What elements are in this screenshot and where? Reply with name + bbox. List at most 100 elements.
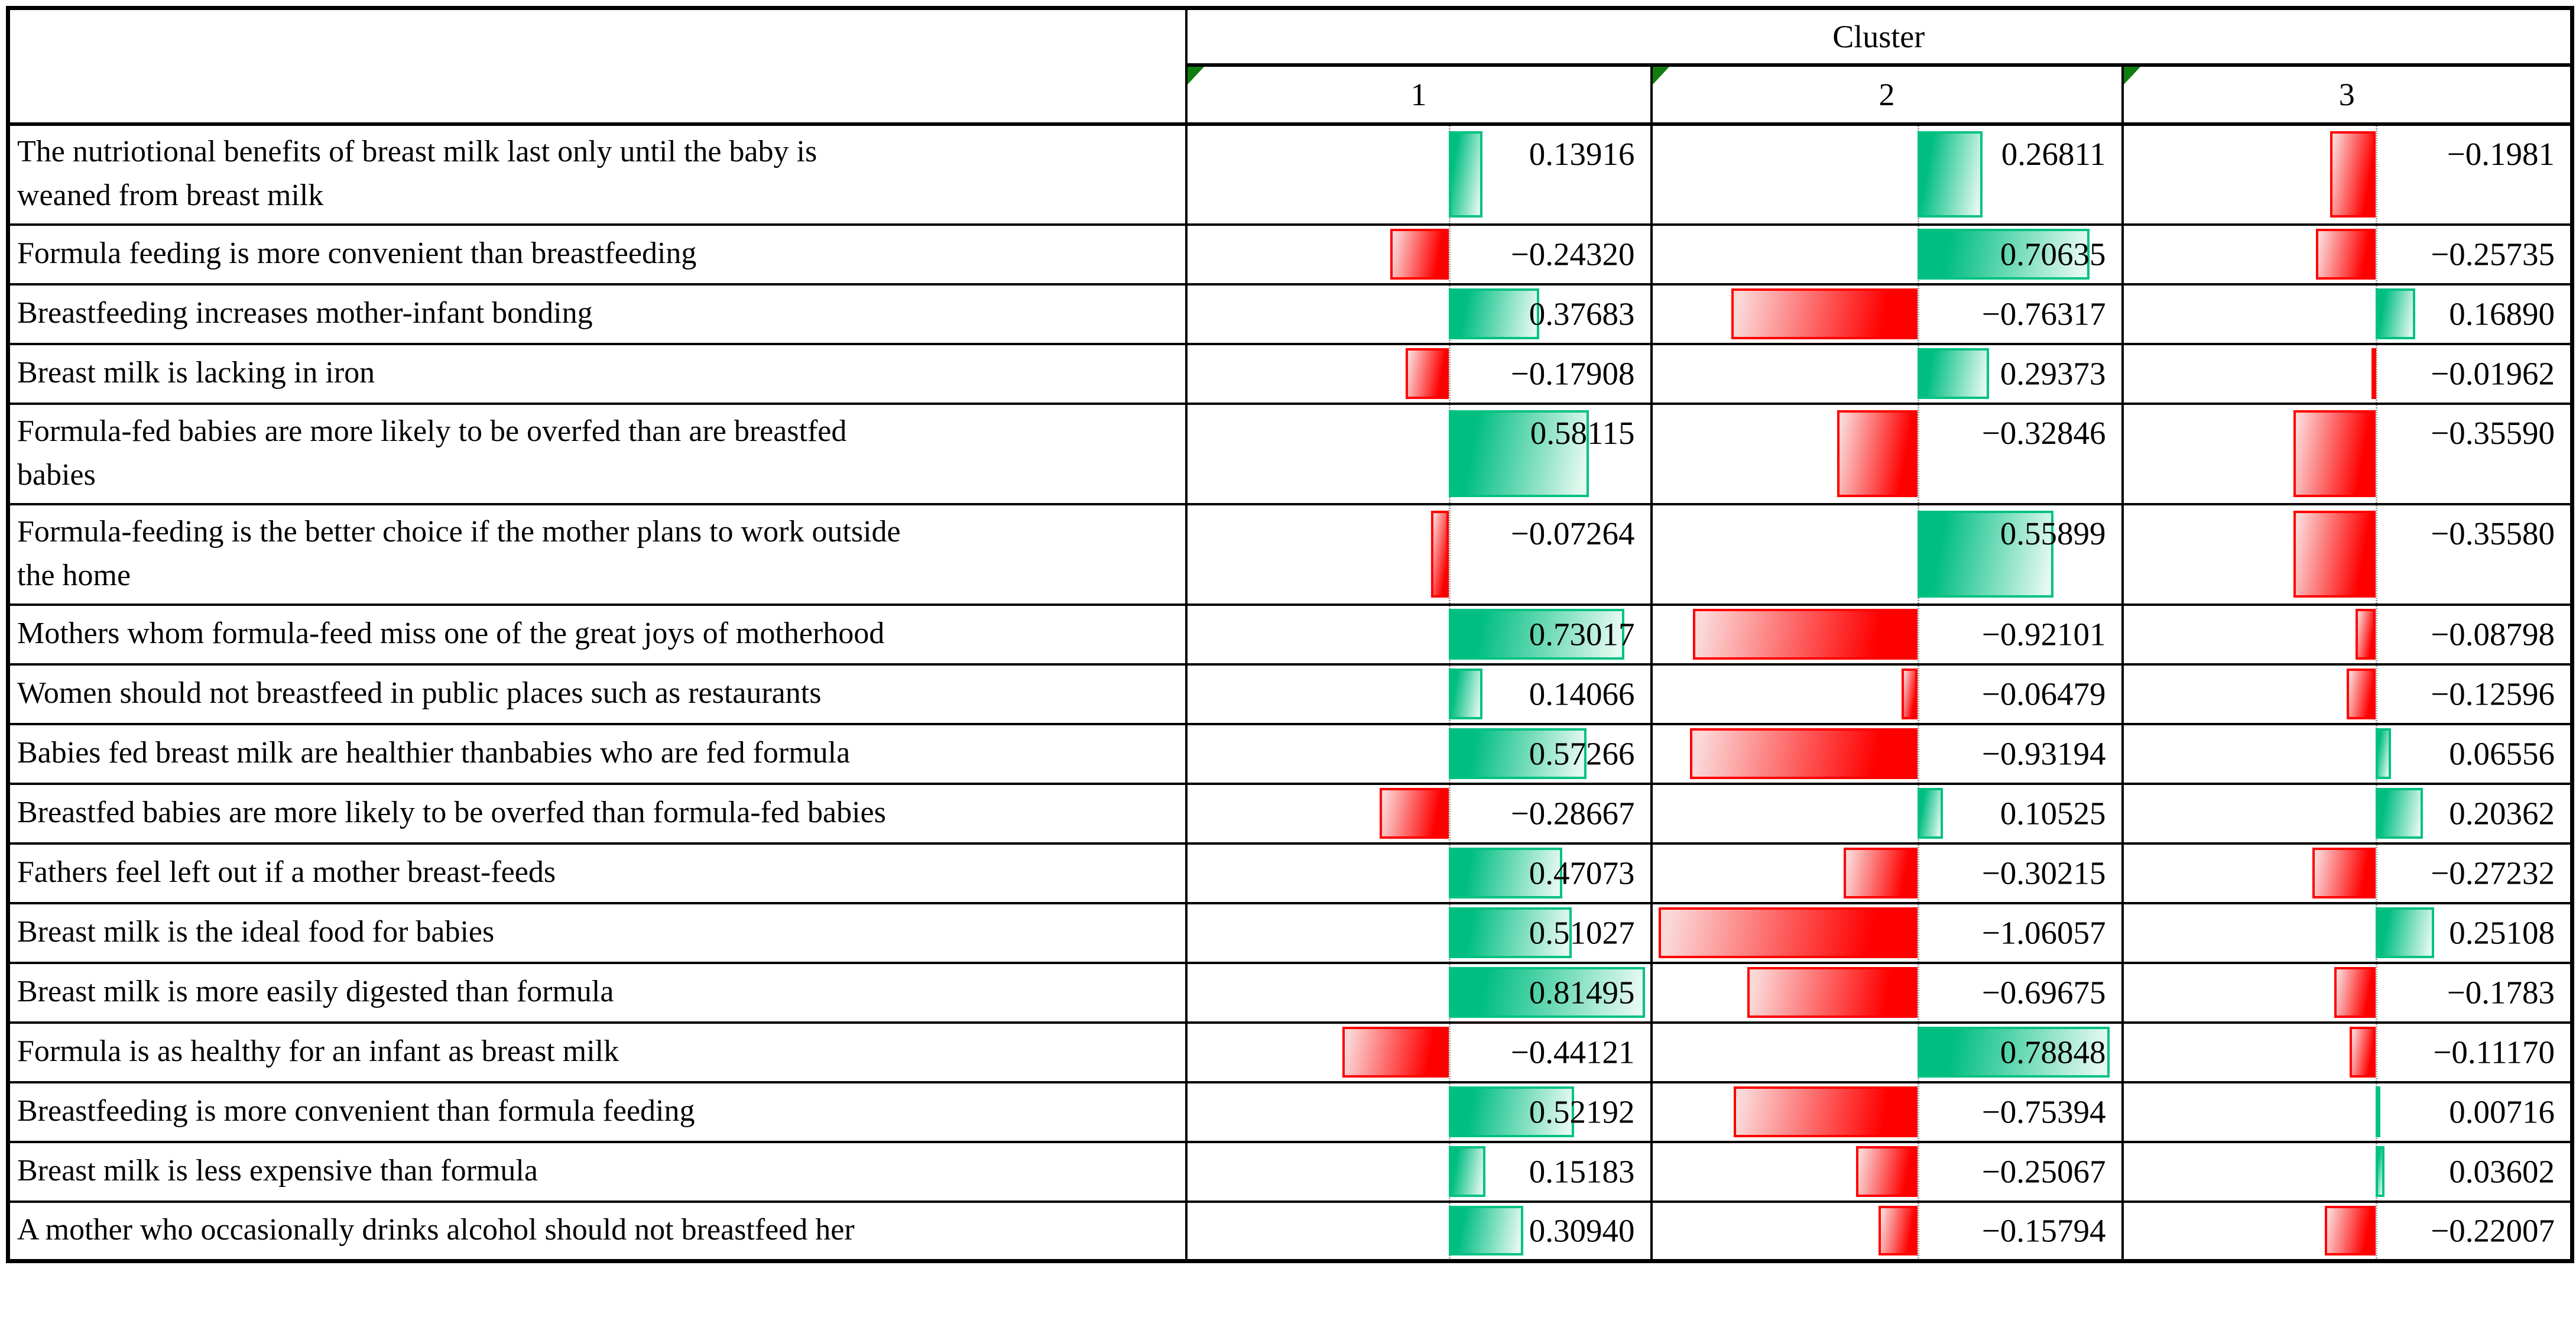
negative-bar (1856, 1146, 1918, 1197)
zero-axis-line (1917, 666, 1919, 722)
value-cell-cluster-2: −0.76317 (1650, 283, 2124, 345)
negative-bar (1731, 288, 1918, 339)
positive-bar (1448, 131, 1482, 218)
negative-bar (1901, 669, 1918, 719)
table-row: Formula-fed babies are more likely to be… (7, 402, 2574, 505)
negative-bar (2324, 1206, 2376, 1256)
table-row: Fathers feel left out if a mother breast… (7, 842, 2574, 904)
cell-value: 0.58115 (1530, 414, 1635, 451)
cell-value: −0.11170 (2433, 1034, 2555, 1070)
cell-value: −0.17908 (1510, 355, 1635, 392)
zero-axis-line (2376, 346, 2378, 401)
cell-value: 0.20362 (2449, 795, 2555, 832)
value-cell-cluster-1: 0.58115 (1185, 402, 1653, 505)
positive-bar (1448, 1146, 1485, 1197)
positive-bar (1917, 511, 2054, 598)
row-label: Breast milk is less expensive than formu… (7, 1140, 1188, 1203)
positive-bar (1448, 1086, 1575, 1137)
positive-bar (1917, 1027, 2110, 1078)
zero-axis-line (2376, 845, 2378, 901)
cell-value: 0.81495 (1529, 974, 1635, 1011)
value-cell-cluster-3: −0.08798 (2121, 603, 2574, 666)
positive-bar (1448, 669, 1483, 719)
value-cell-cluster-1: −0.44121 (1185, 1021, 1653, 1083)
row-label: The nutriotional benefits of breast milk… (7, 122, 1188, 226)
cluster-column-label: 2 (1879, 76, 1895, 112)
cluster-header-row: Cluster (7, 7, 2574, 126)
zero-axis-line (1917, 1084, 1919, 1140)
negative-bar (2355, 609, 2376, 660)
negative-bar (2293, 511, 2376, 598)
cluster-column-header-1: 1 (1185, 63, 1653, 126)
value-cell-cluster-1: −0.17908 (1185, 342, 1653, 405)
zero-axis-line (2376, 506, 2378, 602)
value-cell-cluster-3: −0.01962 (2121, 342, 2574, 405)
table-row: Formula is as healthy for an infant as b… (7, 1021, 2574, 1083)
cell-value: 0.00716 (2449, 1094, 2555, 1130)
cluster-number-row: 1 2 3 (8, 63, 2574, 126)
cell-value: −0.15794 (1981, 1212, 2106, 1249)
negative-bar (1431, 511, 1449, 598)
value-cell-cluster-2: 0.29373 (1650, 342, 2124, 405)
row-label: Breastfed babies are more likely to be o… (7, 782, 1188, 845)
value-cell-cluster-2: −0.32846 (1650, 402, 2124, 505)
cell-value: −0.06479 (1981, 676, 2106, 712)
final-cluster-centers-table: Cluster 1 2 3 The nutriotional benefits of… (6, 6, 2575, 1263)
value-cell-cluster-3: −0.1981 (2121, 122, 2574, 226)
zero-axis-line (1917, 606, 1919, 662)
negative-bar (1843, 848, 1918, 898)
cell-value: 0.13916 (1529, 135, 1635, 172)
negative-bar (2346, 669, 2376, 719)
negative-bar (2330, 131, 2376, 218)
value-cell-cluster-1: −0.24320 (1185, 223, 1653, 285)
zero-axis-line (1917, 845, 1919, 901)
cell-value: −0.22007 (2431, 1212, 2555, 1249)
value-cell-cluster-3: −0.27232 (2121, 842, 2574, 904)
value-cell-cluster-3: 0.20362 (2121, 782, 2574, 845)
zero-axis-line (1448, 226, 1451, 282)
positive-bar (1448, 967, 1645, 1018)
cell-value: −0.1783 (2447, 974, 2555, 1011)
negative-bar (1733, 1086, 1918, 1137)
zero-axis-line (1448, 346, 1451, 401)
table-row: Mothers whom formula-feed miss one of th… (7, 603, 2574, 666)
positive-bar (1448, 410, 1589, 497)
table-row: Women should not breastfeed in public pl… (7, 663, 2574, 725)
zero-axis-line (2376, 405, 2378, 502)
row-label: Formula feeding is more convenient than … (7, 223, 1188, 285)
table-row: Breastfeeding is more convenient than fo… (7, 1081, 2574, 1143)
table-row: A mother who occasionally drinks alcohol… (7, 1200, 2574, 1263)
value-cell-cluster-2: −0.25067 (1650, 1140, 2124, 1203)
cell-value: 0.51027 (1529, 914, 1635, 951)
value-cell-cluster-1: −0.07264 (1185, 502, 1653, 606)
negative-bar (2316, 229, 2376, 280)
cell-value: 0.70635 (2000, 236, 2106, 272)
value-cell-cluster-3: 0.03602 (2121, 1140, 2574, 1203)
value-cell-cluster-3: 0.00716 (2121, 1081, 2574, 1143)
positive-bar (1917, 229, 2090, 280)
negative-bar (1380, 788, 1449, 839)
zero-axis-line (2376, 126, 2378, 222)
cell-value: 0.03602 (2449, 1153, 2555, 1190)
corner-cell (7, 7, 1188, 126)
corner-marker-icon (1652, 66, 1669, 85)
positive-bar (2376, 728, 2392, 779)
cell-value: 0.25108 (2449, 914, 2555, 951)
table-row: Breastfeeding increases mother-infant bo… (7, 283, 2574, 345)
cell-value: −0.93194 (1981, 735, 2106, 772)
table-row: Breastfed babies are more likely to be o… (7, 782, 2574, 845)
row-label: Formula-fed babies are more likely to be… (7, 402, 1188, 505)
cell-value: −0.01962 (2431, 355, 2555, 392)
row-label: Babies fed breast milk are healthier tha… (7, 722, 1188, 785)
cluster-column-label: 3 (2338, 76, 2355, 112)
table-body: The nutriotional benefits of breast milk… (7, 122, 2574, 1263)
value-cell-cluster-1: 0.37683 (1185, 283, 1653, 345)
zero-axis-line (1917, 905, 1919, 961)
value-cell-cluster-2: −0.06479 (1650, 663, 2124, 725)
cell-value: −0.28667 (1510, 795, 1635, 832)
value-cell-cluster-3: −0.12596 (2121, 663, 2574, 725)
zero-axis-line (2376, 606, 2378, 662)
positive-bar (1448, 1206, 1523, 1256)
row-label: Fathers feel left out if a mother breast… (7, 842, 1188, 904)
positive-bar (2376, 1146, 2384, 1197)
